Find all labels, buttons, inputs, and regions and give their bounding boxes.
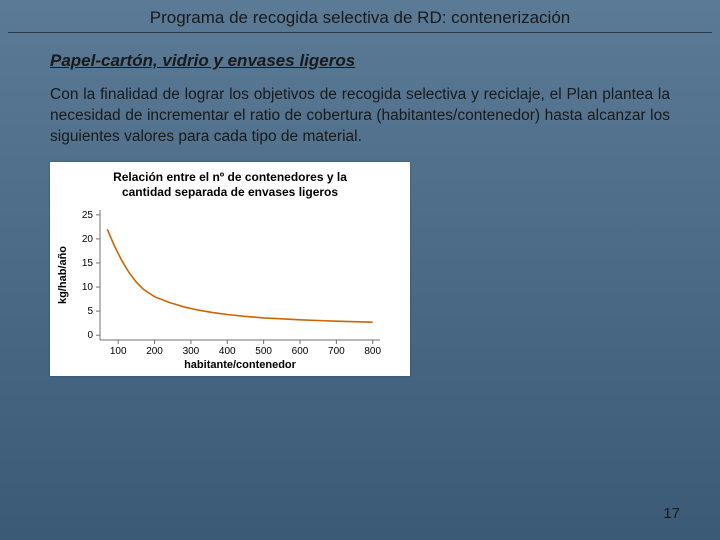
body-paragraph: Con la finalidad de lograr los objetivos… [50,85,670,148]
slide-title: Programa de recogida selectiva de RD: co… [8,0,712,33]
svg-text:20: 20 [82,234,94,245]
svg-text:0: 0 [87,330,93,341]
page-number: 17 [663,505,680,522]
svg-text:800: 800 [364,346,381,357]
svg-text:100: 100 [110,346,127,357]
svg-text:kg/hab/año: kg/hab/año [57,245,69,303]
chart-title: Relación entre el nº de contenedores y l… [54,170,406,200]
svg-text:700: 700 [328,346,345,357]
chart-title-line1: Relación entre el nº de contenedores y l… [113,170,347,184]
svg-text:habitante/contenedor: habitante/contenedor [184,359,297,371]
svg-text:10: 10 [82,282,94,293]
svg-text:600: 600 [292,346,309,357]
svg-text:15: 15 [82,258,94,269]
chart-svg: 0 5 10 15 20 25 100 200 300 400 500 600 700 800 kg/hab… [54,206,386,372]
chart-title-line2: cantidad separada de envases ligeros [122,185,338,199]
svg-text:5: 5 [87,306,93,317]
svg-text:500: 500 [255,346,272,357]
section-heading: Papel-cartón, vidrio y envases ligeros [50,51,670,71]
chart-container: Relación entre el nº de contenedores y l… [50,162,410,376]
svg-text:300: 300 [183,346,200,357]
svg-text:25: 25 [82,210,94,221]
svg-text:200: 200 [146,346,163,357]
svg-text:400: 400 [219,346,236,357]
